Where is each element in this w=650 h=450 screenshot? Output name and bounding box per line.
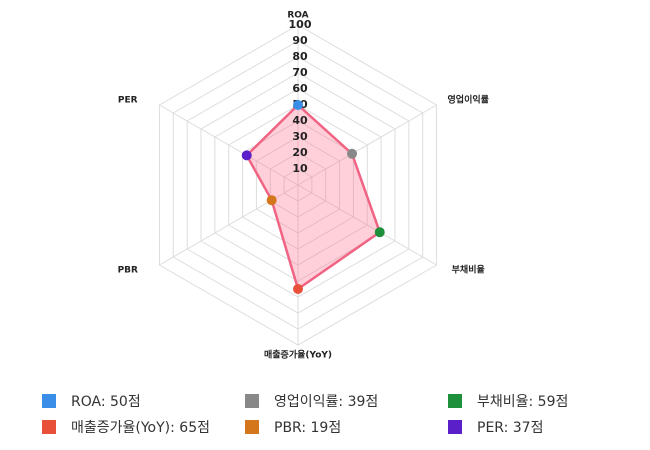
legend-swatch (245, 394, 259, 408)
data-point (293, 284, 303, 294)
legend-label: 부채비율: 59점 (477, 394, 568, 410)
tick-label: 90 (292, 34, 308, 47)
spoke (159, 104, 299, 186)
tick-label: 30 (292, 130, 308, 143)
tick-label: 100 (289, 18, 312, 31)
data-point (374, 227, 385, 238)
axis-label: 매출증가율(YoY) (264, 349, 332, 361)
tick-label: 70 (292, 66, 308, 79)
spoke (297, 104, 437, 186)
data-point (266, 195, 277, 206)
tick-label: 40 (292, 114, 308, 127)
legend-swatch (245, 420, 259, 434)
spoke (297, 184, 437, 266)
axis-label: 부채비율 (452, 264, 485, 276)
tick-label: 10 (292, 162, 308, 175)
legend-label: 영업이익률: 39점 (274, 394, 378, 410)
data-point (241, 150, 252, 161)
axis-label: PER (118, 96, 138, 106)
tick-label: 20 (292, 146, 308, 159)
legend-swatch (42, 420, 56, 434)
legend-label: PER: 37점 (477, 420, 543, 436)
legend-label: 매출증가율(YoY): 65점 (71, 420, 210, 436)
tick-label: 60 (292, 82, 308, 95)
legend-swatch (448, 394, 462, 408)
tick-label: 80 (292, 50, 308, 63)
legend-swatch (448, 420, 462, 434)
axis-label: ROA (287, 11, 308, 21)
axis-label: PBR (118, 266, 138, 276)
axis-label: 영업이익률 (448, 94, 489, 106)
data-point (293, 100, 303, 110)
legend-swatch (42, 394, 56, 408)
legend-label: ROA: 50점 (71, 394, 141, 410)
legend-label: PBR: 19점 (274, 420, 341, 436)
data-point (347, 148, 358, 159)
